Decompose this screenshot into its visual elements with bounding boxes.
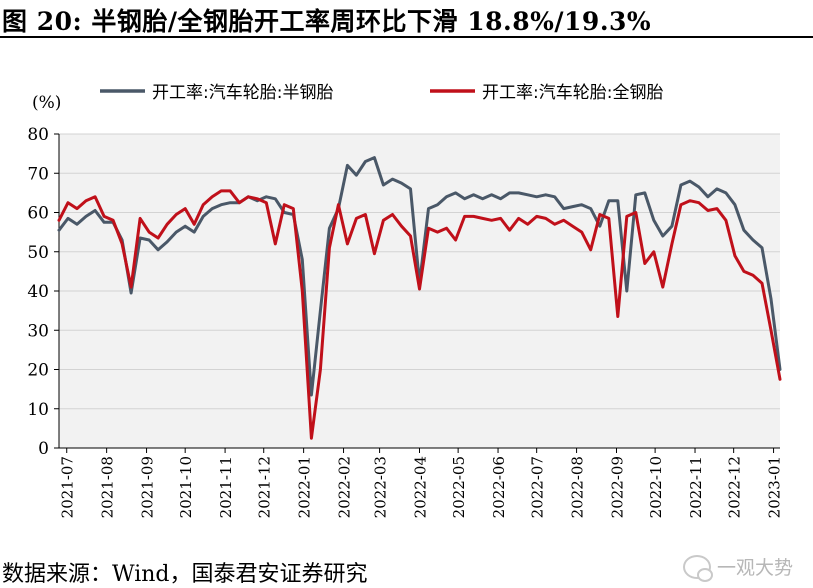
y-tick-label: 30 <box>27 321 49 341</box>
title-bar: 图 20: 半钢胎/全钢胎开工率周环比下滑 18.8%/19.3% <box>0 0 813 38</box>
y-tick-label: 40 <box>27 282 49 302</box>
legend: 开工率:汽车轮胎:半钢胎 开工率:汽车轮胎:全钢胎 <box>100 83 663 103</box>
source-note: 数据来源：Wind，国泰君安证券研究 <box>2 562 368 587</box>
x-tick-label: 2022-09 <box>608 456 626 518</box>
x-tick-label: 2022-03 <box>372 456 390 518</box>
x-tick-label: 2022-02 <box>336 456 354 518</box>
series-line-all-steel <box>57 189 782 440</box>
x-tick-label: 2023-01 <box>766 456 784 518</box>
x-axis: 2021-07 2021-08 2021-09 2021-10 2021-11 2021-… <box>59 447 784 518</box>
y-tick-label: 0 <box>38 439 49 459</box>
y-tick-label: 70 <box>27 164 49 184</box>
x-tick-label: 2022-12 <box>726 456 744 518</box>
x-tick-label: 2021-12 <box>256 456 274 518</box>
x-tick-label: 2021-10 <box>177 456 195 518</box>
y-tick-label: 60 <box>27 204 49 224</box>
x-tick-label: 2022-05 <box>450 456 468 518</box>
watermark-text: 一观大势 <box>716 557 793 579</box>
legend-label-all-steel: 开工率:汽车轮胎:全钢胎 <box>482 83 663 103</box>
series-lines <box>57 156 782 440</box>
y-tick-label: 50 <box>27 243 49 263</box>
x-tick-label: 2021-11 <box>217 456 235 518</box>
watermark: 一观大势 <box>682 553 793 582</box>
x-tick-label: 2022-06 <box>490 456 508 518</box>
y-tick-label: 10 <box>27 400 49 420</box>
x-tick-label: 2022-07 <box>529 456 547 518</box>
y-tick-label: 80 <box>27 125 49 145</box>
figure-title: 图 20: 半钢胎/全钢胎开工率周环比下滑 18.8%/19.3% <box>2 7 652 36</box>
x-tick-label: 2021-09 <box>139 456 157 518</box>
y-tick-label: 20 <box>27 361 49 381</box>
y-axis-label: (%) <box>32 93 61 113</box>
gridlines <box>59 133 780 410</box>
x-tick-label: 2022-08 <box>569 456 587 518</box>
y-axis: 0 10 20 30 40 50 60 70 80 <box>27 125 60 459</box>
x-tick-label: 2022-01 <box>296 456 314 518</box>
x-tick-label: 2022-04 <box>412 456 430 518</box>
x-tick-label: 2021-07 <box>59 456 77 518</box>
x-tick-label: 2022-11 <box>687 456 705 518</box>
wechat-icon <box>682 554 713 582</box>
x-tick-label: 2022-10 <box>647 456 665 518</box>
x-tick-label: 2021-08 <box>99 456 117 518</box>
legend-label-semi-steel: 开工率:汽车轮胎:半钢胎 <box>152 83 333 103</box>
